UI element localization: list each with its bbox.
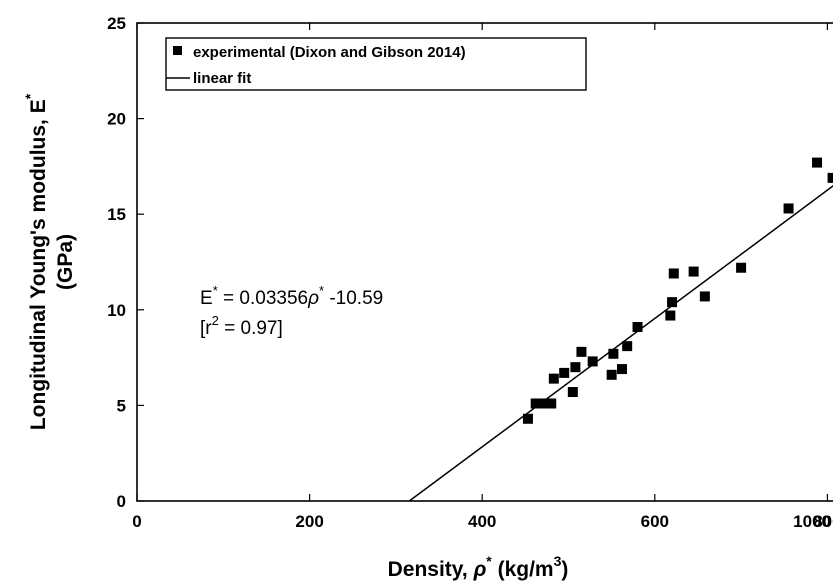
data-point [827,172,833,183]
legend-label-experimental: experimental (Dixon and Gibson 2014) [193,44,466,61]
fit-line [408,185,833,502]
data-point [546,398,557,409]
x-axis-ticks: 0 200 400 600 8001000 [132,23,833,531]
y-tick-label: 20 [107,110,126,129]
data-point [622,341,633,352]
x-tick-label: 800 [813,512,833,531]
data-point [688,266,699,277]
data-point [736,262,747,273]
data-point [567,387,578,398]
plot-frame [136,22,833,502]
legend-box [165,37,587,91]
data-point [812,157,823,168]
y-tick-label: 0 [117,492,126,511]
data-point [668,268,679,279]
data-point [535,398,546,409]
fit-equation-annotation: E* = 0.03356ρ* -10.59 [r2 = 0.97] [200,283,383,339]
legend-marker-square [173,46,182,55]
plot-area [136,22,833,502]
y-tick-label: 5 [117,396,126,415]
data-point [632,322,643,333]
legend: experimental (Dixon and Gibson 2014) lin… [165,37,587,91]
y-tick-label: 10 [107,301,126,320]
x-tick-label: 0 [132,512,141,531]
y-axis-title-group: Longitudinal Young's modulus, E* (GPa) [22,93,77,430]
x-axis-title: Density, ρ* (kg/m3) [388,553,569,581]
data-point [606,369,617,380]
x-tick-label: 400 [468,512,496,531]
y-tick-label: 25 [107,14,126,33]
data-point [570,362,581,373]
data-point [548,373,559,384]
data-point [699,291,710,302]
y-axis-title-line1: Longitudinal Young's modulus, E* [22,93,50,430]
data-point [667,297,678,308]
legend-label-linear-fit: linear fit [193,70,251,87]
x-tick-label: 200 [295,512,323,531]
y-axis-title-line2: (GPa) [54,234,77,290]
r-squared: [r2 = 0.97] [200,313,283,339]
data-point [522,413,533,424]
data-point [608,348,619,359]
data-points-layer [522,157,833,424]
x-tick-label: 600 [641,512,669,531]
y-tick-label: 15 [107,205,126,224]
fit-line-layer [408,185,833,502]
data-point [617,364,628,375]
x-tick-label: 1000 [793,512,831,531]
data-point [783,203,794,214]
data-point [559,367,570,378]
data-point [587,356,598,367]
y-axis-ticks: 0 5 10 15 20 25 [107,14,144,511]
data-point [576,346,587,357]
data-point [665,310,676,321]
fit-equation: E* = 0.03356ρ* -10.59 [200,283,383,309]
